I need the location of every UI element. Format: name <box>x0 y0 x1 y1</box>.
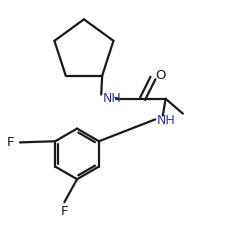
Text: O: O <box>155 69 166 82</box>
Text: F: F <box>7 136 14 149</box>
Text: F: F <box>60 205 68 218</box>
Text: NH: NH <box>102 92 121 105</box>
Text: NH: NH <box>156 114 174 127</box>
